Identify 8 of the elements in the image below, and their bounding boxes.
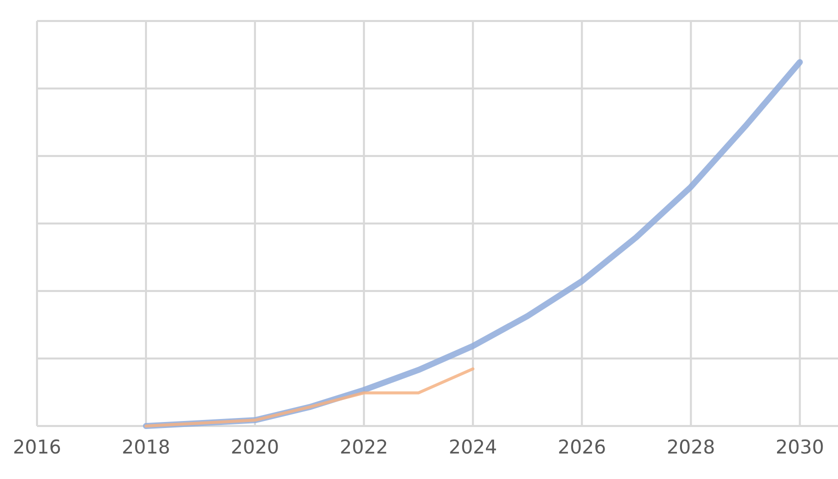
x-tick-label: 2024 [448, 436, 498, 458]
x-tick-label: 2018 [122, 436, 170, 458]
x-tick-label: 2020 [230, 436, 280, 458]
x-tick-label: 2022 [340, 436, 388, 458]
x-tick-label: 2030 [776, 436, 824, 458]
x-tick-label: 2028 [666, 436, 716, 458]
x-tick-label: 2026 [558, 436, 606, 458]
x-tick-label: 2016 [12, 436, 62, 458]
